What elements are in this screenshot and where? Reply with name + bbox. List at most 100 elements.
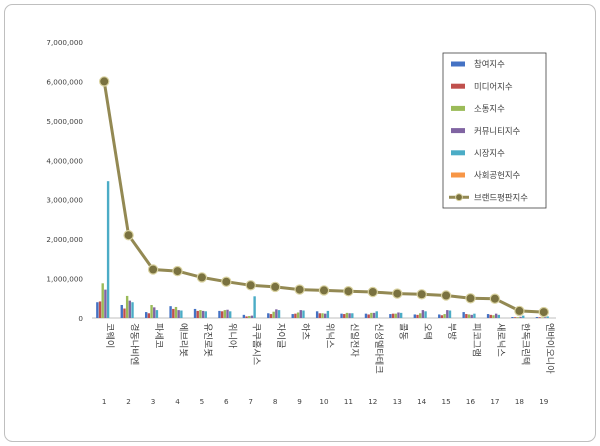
bar (421, 310, 425, 318)
x-category-label: 한독크린텍 (519, 323, 530, 365)
bar (375, 311, 378, 318)
line-point (514, 305, 525, 317)
bar (516, 317, 520, 318)
y-tick-label: 3,000,000 (46, 196, 83, 205)
x-axis-labels: 코웨이 1 경동나비엔 2 파세코 3 에브리봇 4 유진로봇 5 위니아 6 쿠쿠홈시스 7 자이글 8 하츠… (102, 323, 555, 406)
x-category-label: 콜동 (397, 323, 408, 340)
x-category-label: 위니아 (226, 323, 237, 349)
bar (446, 310, 449, 318)
legend-label: 미디어지수 (474, 81, 513, 91)
line-point (416, 289, 427, 300)
x-rank-label: 5 (200, 397, 205, 406)
bar (223, 310, 227, 318)
bar (220, 311, 224, 318)
legend-swatch (451, 105, 465, 111)
bar (465, 314, 468, 318)
legend-marker (455, 193, 463, 202)
y-tick-label: 0 (78, 314, 83, 323)
legend-label: 소통지수 (474, 104, 505, 114)
bar (177, 310, 180, 318)
x-rank-label: 2 (126, 397, 131, 406)
line-point (465, 293, 476, 304)
x-rank-label: 11 (344, 397, 353, 406)
legend-swatch (451, 61, 465, 67)
bar (370, 312, 373, 318)
legend-swatch (451, 172, 465, 178)
bar (269, 314, 273, 318)
bar (169, 306, 172, 318)
line-series-layer (98, 76, 550, 318)
bar (326, 310, 330, 318)
bar (98, 301, 102, 318)
bar (147, 313, 151, 318)
bar (424, 311, 427, 318)
x-category-label: 유진로봇 (202, 323, 213, 357)
bar (245, 316, 248, 318)
line-point (98, 76, 110, 87)
y-tick-label: 4,000,000 (46, 156, 83, 165)
y-tick-label: 5,000,000 (46, 117, 83, 126)
bar (302, 310, 305, 318)
bar (367, 314, 370, 318)
bar (267, 313, 270, 318)
bar (372, 312, 376, 318)
line-point (440, 290, 452, 301)
bar (535, 317, 539, 318)
x-rank-label: 10 (319, 397, 329, 406)
bar (340, 313, 343, 318)
bar (494, 313, 498, 318)
x-category-label: 파세코 (153, 323, 164, 348)
x-rank-label: 19 (539, 397, 549, 406)
bar (538, 317, 541, 318)
y-tick-label: 7,000,000 (46, 38, 83, 47)
x-rank-label: 15 (442, 397, 451, 406)
bar (462, 312, 465, 318)
bar (155, 310, 159, 318)
bar (96, 302, 99, 318)
bar (201, 310, 205, 318)
line-point (270, 281, 281, 293)
x-category-label: 자이글 (275, 323, 286, 348)
x-rank-label: 17 (490, 397, 499, 406)
x-category-label: 에브리봇 (178, 323, 189, 357)
bar (242, 314, 246, 318)
x-category-label: 경동나비엔 (129, 323, 141, 365)
bar (250, 315, 254, 318)
x-rank-label: 8 (273, 397, 278, 406)
x-category-label: 새로닉스 (495, 323, 506, 357)
bar (272, 311, 275, 318)
bar (318, 313, 322, 318)
bar (196, 310, 199, 318)
bar (419, 313, 422, 318)
bars-layer (96, 181, 549, 318)
bar (486, 314, 490, 318)
bar (120, 304, 123, 318)
bar (489, 314, 492, 318)
bar (128, 300, 132, 318)
bar (448, 310, 452, 318)
bar (174, 306, 178, 318)
x-rank-label: 6 (224, 397, 229, 406)
x-category-label: 엔바이오니아 (544, 323, 555, 374)
bar (106, 181, 110, 318)
legend-label: 사회공헌지수 (474, 170, 521, 180)
legend-label: 커뮤니티지수 (474, 126, 521, 136)
bar (492, 315, 495, 318)
y-tick-label: 6,000,000 (46, 77, 83, 86)
x-category-label: 위닉스 (324, 323, 335, 348)
x-rank-label: 7 (248, 397, 253, 406)
x-rank-label: 13 (393, 397, 402, 406)
bar (291, 314, 294, 318)
line-point (221, 276, 232, 287)
bar (443, 314, 446, 318)
bar (397, 312, 400, 318)
bar (193, 308, 197, 318)
bar (343, 314, 346, 318)
line-point (123, 229, 134, 241)
bar (391, 313, 395, 318)
line-point (392, 288, 403, 299)
x-rank-label: 16 (466, 397, 476, 406)
line-point (367, 286, 378, 298)
